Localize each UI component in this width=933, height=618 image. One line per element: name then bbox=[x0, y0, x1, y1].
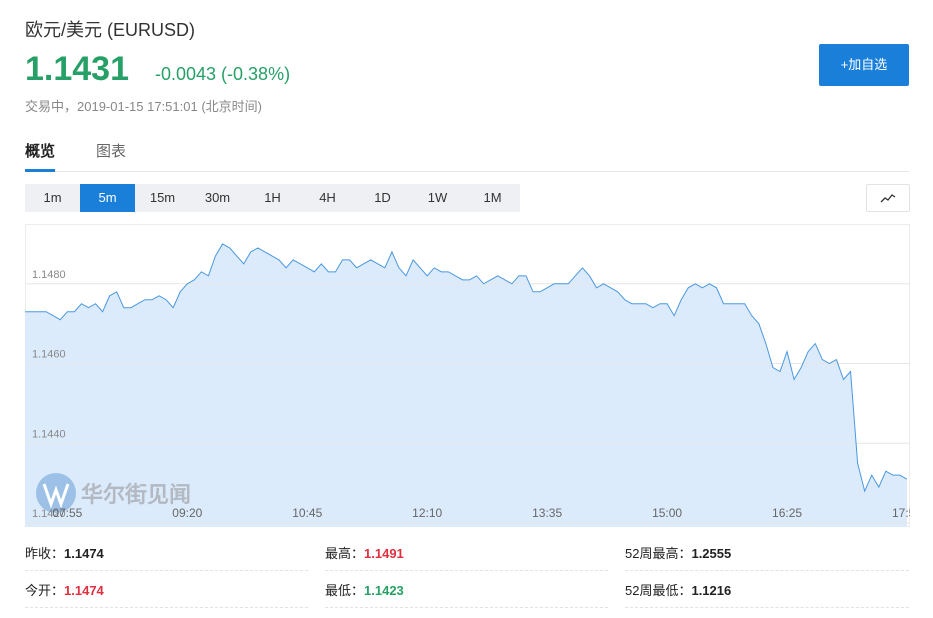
divider bbox=[25, 607, 308, 608]
x-tick-label: 12:10 bbox=[412, 506, 442, 520]
stat-value: 1.2555 bbox=[691, 546, 732, 561]
stat-value: 1.1491 bbox=[364, 546, 404, 561]
period-button[interactable]: 1D bbox=[374, 190, 391, 205]
stat: 最高：1.1491 bbox=[325, 543, 404, 561]
divider bbox=[625, 607, 909, 608]
chart-type-icon bbox=[880, 194, 896, 203]
stat-value: 1.1474 bbox=[64, 546, 104, 561]
y-tick-label: 1.1440 bbox=[32, 428, 66, 440]
stat: 52周最高：1.2555 bbox=[625, 543, 731, 561]
x-tick-label: 15:00 bbox=[652, 506, 682, 520]
divider bbox=[325, 607, 608, 608]
stat: 昨收：1.1474 bbox=[25, 543, 104, 561]
stat: 最低：1.1423 bbox=[325, 580, 404, 598]
x-tick-label: 10:45 bbox=[292, 506, 322, 520]
divider bbox=[625, 570, 909, 571]
x-tick-label: 09:20 bbox=[172, 506, 202, 520]
x-tick-label: 07:55 bbox=[52, 506, 82, 520]
watermark-text: 华尔街见闻 bbox=[81, 482, 191, 508]
x-tick-label: 16:25 bbox=[772, 506, 802, 520]
y-tick-label: 1.1420 bbox=[32, 508, 66, 520]
stat-label: 52周最高： bbox=[625, 546, 692, 561]
area bbox=[25, 243, 907, 527]
period-button[interactable]: 15m bbox=[149, 190, 176, 205]
period-button[interactable]: 4H bbox=[319, 190, 336, 205]
stat-label: 52周最低： bbox=[625, 583, 692, 598]
price: 1.1431 bbox=[25, 50, 129, 88]
stat: 52周最低：1.1216 bbox=[625, 580, 731, 598]
stat: 今开：1.1474 bbox=[25, 580, 104, 598]
line bbox=[25, 243, 908, 493]
chart: 华尔街见闻 1.1420 1.1440 1.1460 1.1480 07:55 09:20 1… bbox=[25, 224, 910, 527]
chart-type-button[interactable] bbox=[866, 184, 910, 212]
y-tick-label: 1.1460 bbox=[32, 349, 66, 361]
stat-label: 今开： bbox=[25, 583, 65, 598]
status: 交易中，2019-01-15 17:51:01 (北京时间) bbox=[25, 99, 262, 114]
divider bbox=[25, 570, 308, 571]
add-watchlist-button[interactable]: +加自选 bbox=[819, 44, 909, 86]
tabs: 概览 图表 bbox=[25, 138, 909, 172]
period-button[interactable]: 1W bbox=[427, 190, 448, 205]
divider bbox=[325, 570, 608, 571]
watermark-logo-mark bbox=[42, 483, 70, 509]
x-tick-label: 17:50 bbox=[892, 506, 910, 520]
stat-value: 1.1216 bbox=[691, 583, 732, 598]
change: -0.0043 (-0.38%) bbox=[155, 64, 291, 84]
period-button[interactable]: 1m bbox=[43, 190, 62, 205]
stat-label: 昨收： bbox=[25, 546, 65, 561]
tab[interactable]: 图表 bbox=[96, 143, 127, 160]
x-tick-label: 13:35 bbox=[532, 506, 562, 520]
stat-value: 1.1474 bbox=[64, 583, 104, 598]
period-button[interactable]: 1H bbox=[264, 190, 281, 205]
stat-label: 最高： bbox=[325, 546, 365, 561]
title: 欧元/美元 (EURUSD) bbox=[25, 20, 195, 40]
period-button[interactable]: 5m bbox=[80, 184, 135, 212]
tab[interactable]: 概览 bbox=[25, 140, 56, 172]
period-button[interactable]: 30m bbox=[204, 190, 231, 205]
stat-label: 最低： bbox=[325, 583, 365, 598]
period-bar: 1m 5m 15m 30m 1H 4H 1D 1W 1M bbox=[25, 184, 520, 212]
y-tick-label: 1.1480 bbox=[32, 269, 66, 281]
period-button[interactable]: 1M bbox=[483, 190, 502, 205]
stat-value: 1.1423 bbox=[364, 583, 404, 598]
